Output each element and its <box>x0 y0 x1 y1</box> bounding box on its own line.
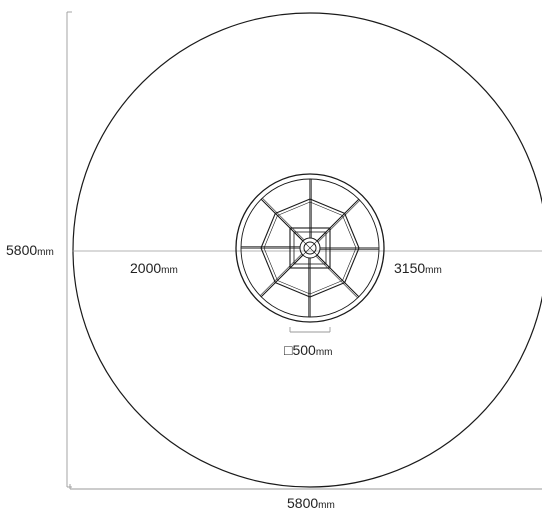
width-dimension-line <box>69 484 542 490</box>
umbrella-octagon-edge-inner <box>342 215 357 249</box>
outer-canopy-circle <box>72 12 542 488</box>
umbrella-octagon-edge-inner <box>277 280 311 295</box>
umbrella-outer-circle <box>235 173 385 323</box>
umbrella-rib-inner <box>259 253 303 296</box>
umbrella-rib-inner <box>315 255 358 299</box>
right-radius-label: 3150mm <box>394 260 442 276</box>
umbrella-octagon-edge <box>309 198 345 214</box>
height-dimension-label: 5800mm <box>6 242 54 258</box>
width-dimension-label: 5800mm <box>287 495 335 510</box>
umbrella-octagon-edge-inner <box>263 215 278 249</box>
umbrella-octagon-edge-inner <box>342 247 357 281</box>
umbrella-rib-inner <box>317 200 361 243</box>
umbrella-rib-inner <box>262 197 305 241</box>
umbrella-octagon-edge-inner <box>277 201 311 216</box>
base-square-label: □500mm <box>284 342 333 358</box>
umbrella-square-diagonal <box>293 231 327 265</box>
umbrella-octagon-edge-inner <box>309 280 343 295</box>
umbrella-octagon-edge <box>275 198 311 214</box>
umbrella-octagon-edge <box>344 247 360 283</box>
umbrella-center-square-inner <box>293 231 327 265</box>
umbrella-octagon-edge-inner <box>263 247 278 281</box>
umbrella-top-view <box>235 173 385 323</box>
umbrella-ribs-group <box>241 179 379 317</box>
umbrella-octagon-edge <box>344 213 360 249</box>
umbrella-octagon-edge-inner <box>309 201 343 216</box>
height-dimension-line <box>66 11 72 488</box>
base-dimension-bracket <box>289 327 331 333</box>
umbrella-octagon-edge <box>260 247 276 283</box>
umbrella-hub-inner <box>303 241 317 255</box>
umbrella-octagon-edge <box>309 282 345 298</box>
umbrella-octagon-edge <box>275 282 311 298</box>
umbrella-octagon-edge <box>260 213 276 249</box>
umbrella-center-square-outer <box>289 227 331 269</box>
left-radius-label: 2000mm <box>130 260 178 276</box>
umbrella-hub-outer <box>299 237 321 259</box>
